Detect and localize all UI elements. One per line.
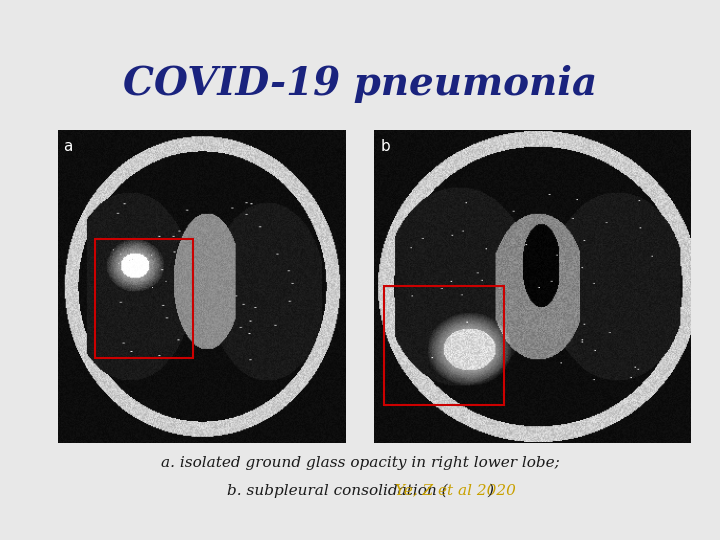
Text: a: a <box>63 139 73 154</box>
Text: b. subpleural consolidation (: b. subpleural consolidation ( <box>227 483 447 498</box>
Text: COVID-19 pneumonia: COVID-19 pneumonia <box>123 65 597 103</box>
Text: b: b <box>381 139 390 154</box>
Text: a. isolated ground glass opacity in right lower lobe;: a. isolated ground glass opacity in righ… <box>161 456 559 470</box>
Text: Ye, Z et al 2020: Ye, Z et al 2020 <box>395 483 516 497</box>
Bar <box>384 286 504 405</box>
Bar <box>95 239 193 358</box>
Text: ): ) <box>487 483 494 497</box>
